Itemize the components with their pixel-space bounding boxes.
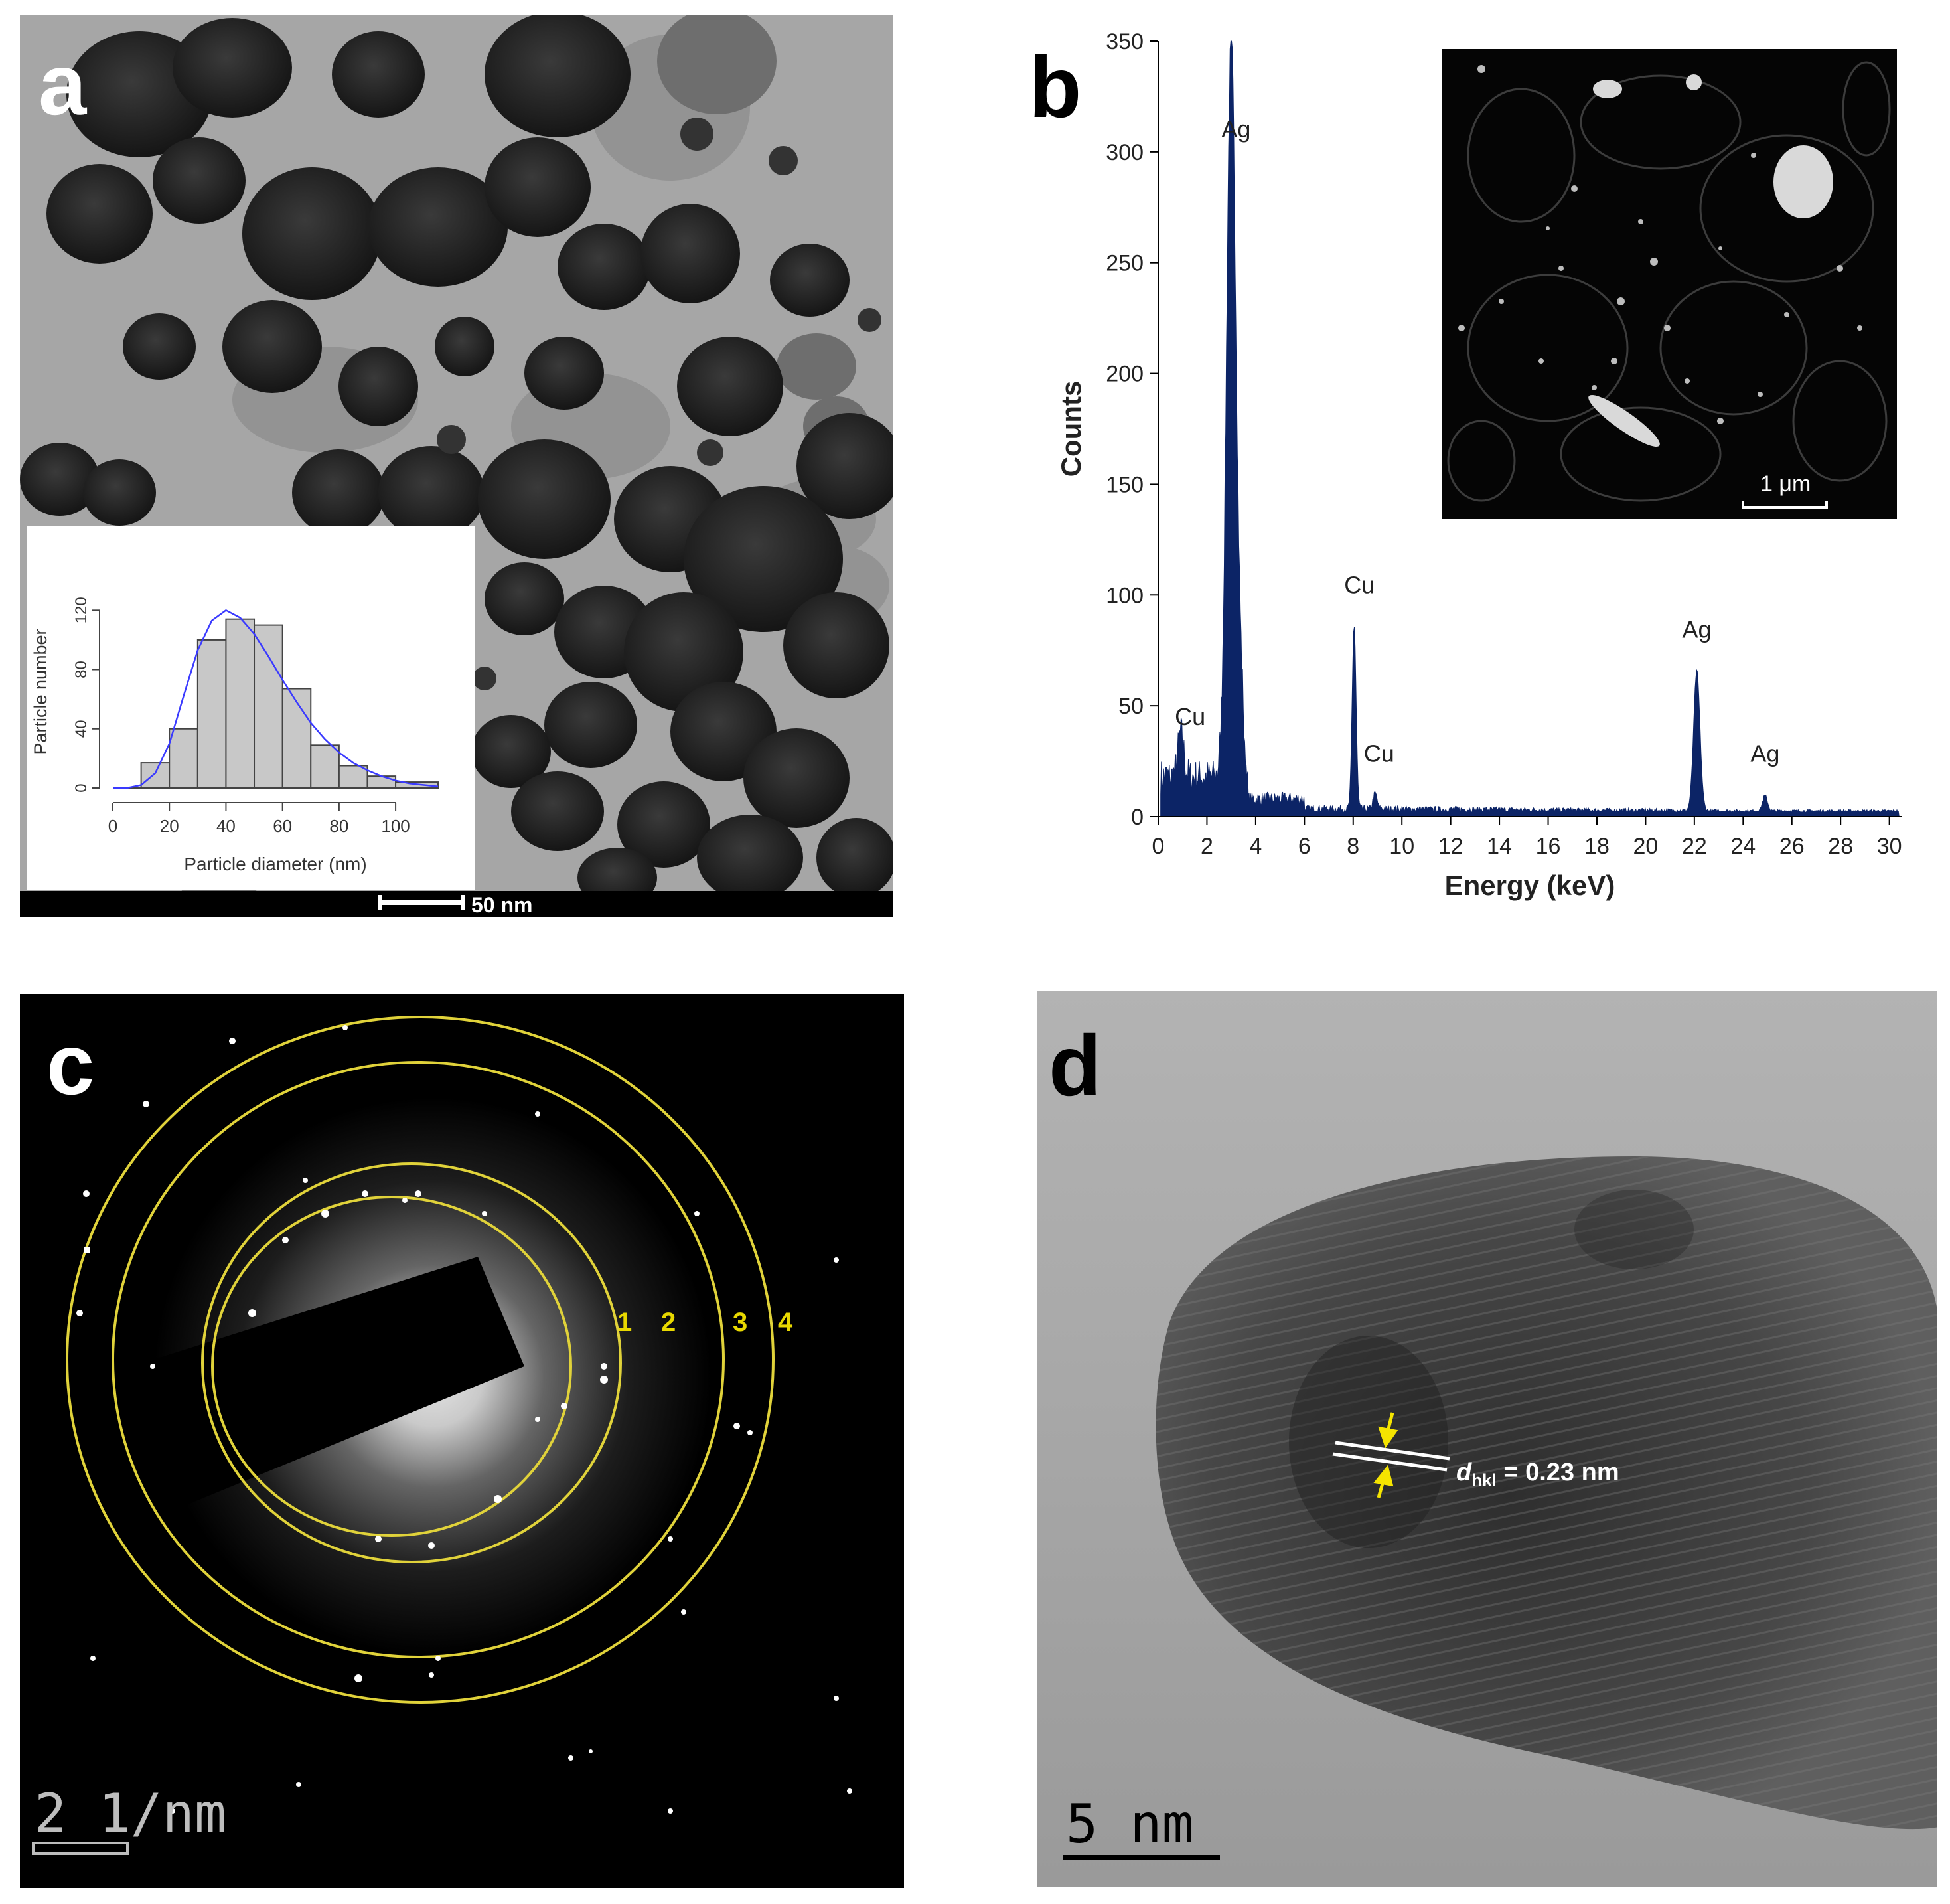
dark-field-image <box>1442 49 1897 519</box>
hist-y-label: Particle number <box>31 629 50 754</box>
hist-x-tick-label: 100 <box>381 816 410 836</box>
scale-bar-d-line <box>1063 1855 1220 1860</box>
ring-4 <box>66 1016 775 1704</box>
eds-y-tick-label: 250 <box>1106 251 1144 276</box>
eds-peak-label: Cu <box>1344 572 1375 599</box>
hist-y-tick-label: 0 <box>72 783 90 792</box>
scale-bar-c-line <box>32 1842 129 1855</box>
hist-bar <box>196 639 227 789</box>
eds-x-tick-label: 12 <box>1438 834 1463 859</box>
eds-x-tick-label: 28 <box>1828 834 1853 859</box>
panel-label-d: d <box>1049 1017 1102 1114</box>
eds-x-tick-label: 18 <box>1584 834 1610 859</box>
scale-bar-b-line <box>1742 506 1828 509</box>
ring-3 <box>112 1061 725 1658</box>
eds-x-tick-label: 24 <box>1730 834 1756 859</box>
hrtem-image <box>1037 991 1937 1887</box>
eds-x-tick-label: 8 <box>1347 834 1359 859</box>
ring-1 <box>211 1196 572 1537</box>
ring-label-4: 4 <box>778 1308 793 1337</box>
panel-d: dhkl = 0.23 nm 5 nm d <box>1037 991 1937 1887</box>
scale-bar-a-text: 50 nm <box>471 893 533 917</box>
eds-peak-label: Ag <box>1683 615 1712 643</box>
eds-x-tick-label: 20 <box>1633 834 1659 859</box>
eds-map-inset: 1 μm <box>1442 49 1897 519</box>
eds-x-tick-label: 26 <box>1779 834 1805 859</box>
fit-curve <box>113 609 439 789</box>
eds-x-tick-label: 22 <box>1682 834 1707 859</box>
diffraction-pattern <box>20 994 904 1888</box>
eds-x-tick-label: 4 <box>1249 834 1262 859</box>
histogram-inset: 0 20 40 60 80 100 Particle diameter (nm) 0 40 80 1… <box>27 526 475 890</box>
hist-bar <box>169 728 198 789</box>
ring-label-3: 3 <box>733 1308 748 1337</box>
eds-y-tick-label: 100 <box>1106 583 1144 608</box>
panel-label-b: b <box>1029 39 1082 135</box>
scale-bar-d-text: 5 nm <box>1066 1793 1194 1855</box>
panel-label-a: a <box>38 36 87 133</box>
hist-bar <box>254 624 283 789</box>
hist-y-tick-label: 120 <box>72 597 90 623</box>
panel-b: 0 50 100 150 200 250 300 350 0 2 4 6 8 10 12 14 16 18 20 22… <box>1022 20 1925 923</box>
eds-y-label: Counts <box>1055 381 1087 477</box>
eds-x-tick-label: 0 <box>1152 834 1165 859</box>
d-spacing-d: d <box>1456 1459 1472 1486</box>
histogram-chart: 0 20 40 60 80 100 Particle diameter (nm) 0 40 80 1… <box>31 597 439 874</box>
eds-x-label: Energy (keV) <box>1445 870 1615 901</box>
eds-peak-label: Cu <box>1364 740 1394 767</box>
eds-y-tick-label: 350 <box>1106 29 1144 54</box>
eds-x-tick-label: 10 <box>1389 834 1414 859</box>
hist-bar <box>366 775 397 789</box>
d-spacing-value: = 0.23 nm <box>1503 1459 1619 1486</box>
ring-2 <box>201 1162 622 1563</box>
panel-a: 50 nm a 0 20 40 60 80 100 Particle diameter (n… <box>20 15 893 917</box>
eds-spectrum-area <box>1160 40 1900 817</box>
hist-bar <box>310 744 340 789</box>
eds-x-tick-label: 16 <box>1536 834 1561 859</box>
hist-x-tick-label: 40 <box>216 816 236 836</box>
scale-bar-c-text: 2 1/nm <box>35 1783 226 1844</box>
hist-x-label: Particle diameter (nm) <box>184 854 366 874</box>
eds-y-tick-label: 0 <box>1131 805 1144 830</box>
eds-y-tick-label: 200 <box>1106 362 1144 387</box>
hist-bar <box>140 762 171 789</box>
eds-x-tick-label: 2 <box>1201 834 1213 859</box>
hist-x-tick-label: 80 <box>329 816 348 836</box>
eds-peak-label: Ag <box>1750 740 1779 767</box>
eds-x-tick-label: 14 <box>1487 834 1512 859</box>
d-spacing-label: dhkl = 0.23 nm <box>1456 1458 1619 1495</box>
ring-label-2: 2 <box>661 1308 676 1337</box>
panel-label-c: c <box>46 1016 95 1113</box>
eds-peak-label: Cu <box>1175 703 1205 730</box>
eds-x-tick-label: 30 <box>1877 834 1902 859</box>
eds-y-tick-label: 50 <box>1118 694 1144 719</box>
ring-label-1: 1 <box>617 1308 633 1337</box>
hist-x-tick-label: 0 <box>108 816 117 836</box>
eds-y-tick-label: 150 <box>1106 472 1144 497</box>
hist-bar <box>338 765 368 789</box>
scale-bar-a-line <box>378 900 465 905</box>
scale-bar-b-text: 1 μm <box>1760 471 1811 497</box>
eds-peak-label: Ag <box>1221 116 1250 143</box>
d-spacing-sub: hkl <box>1471 1470 1497 1490</box>
eds-x-tick-label: 6 <box>1298 834 1311 859</box>
hist-y-tick-label: 80 <box>72 661 90 678</box>
eds-y-tick-label: 300 <box>1106 140 1144 165</box>
hist-y-tick-label: 40 <box>72 720 90 738</box>
hist-x-tick-label: 60 <box>273 816 292 836</box>
hist-bar <box>281 688 312 789</box>
panel-c: 1 2 3 4 2 1/nm c <box>20 994 904 1888</box>
hist-x-tick-label: 20 <box>160 816 179 836</box>
hist-bar <box>225 618 256 789</box>
